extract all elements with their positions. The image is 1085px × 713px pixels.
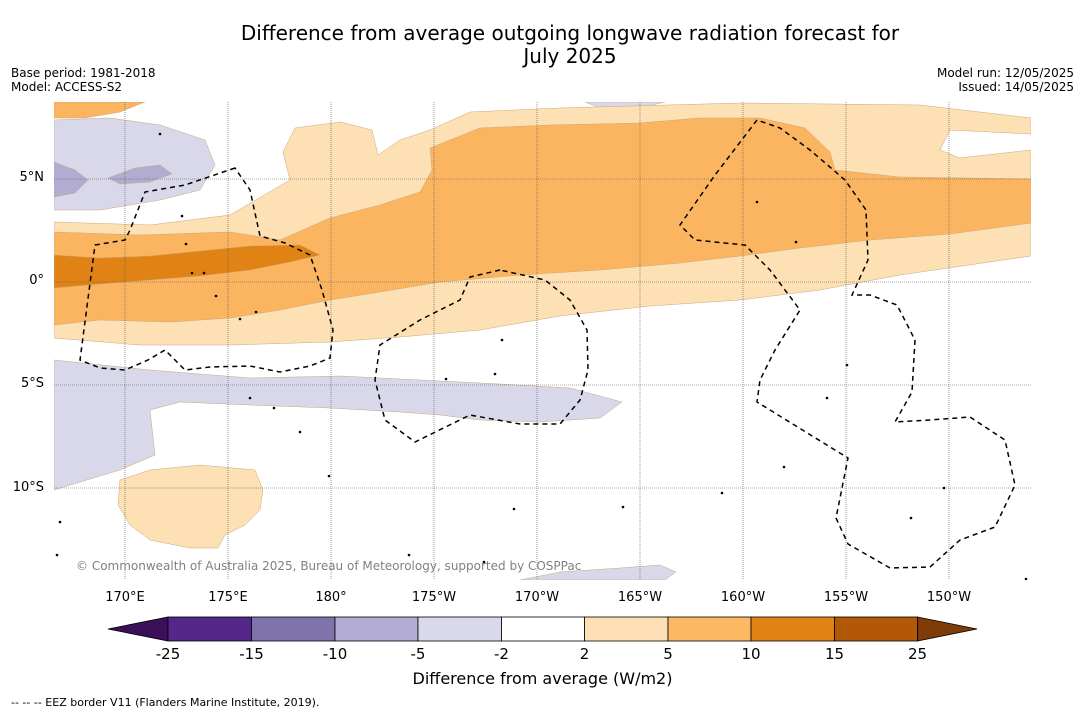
meta-left: Base period: 1981-2018 Model: ACCESS-S2	[11, 66, 156, 94]
colorbar-tick-label: -2	[494, 645, 509, 663]
colorbar-segment-4	[417, 616, 502, 642]
colorbar-tick-label: 10	[741, 645, 761, 663]
colorbar-segment-6	[584, 616, 669, 642]
lat-label-10s: 10°S	[12, 480, 44, 495]
lat-label-5n: 5°N	[19, 170, 45, 185]
colorbar-tick-label: 15	[824, 645, 845, 663]
anomaly-region-pos-corner	[54, 102, 146, 119]
lon-label-165w: 165°W	[617, 590, 663, 605]
grid-lines	[54, 102, 1031, 580]
anomaly-region-pos-blob	[117, 464, 264, 549]
anomaly-region-neg-medium-1	[54, 161, 89, 198]
eez-footnote: -- -- -- EEZ border V11 (Flanders Marine…	[11, 696, 320, 709]
anomaly-region-neg-south	[54, 359, 623, 491]
meta-right: Model run: 12/05/2025 Issued: 14/05/2025	[937, 66, 1074, 94]
copyright-notice: © Commonwealth of Australia 2025, Bureau…	[76, 559, 582, 573]
model-run: Model run: 12/05/2025	[936, 66, 1074, 80]
map-plot-area	[54, 102, 1031, 580]
colorbar-tick-label: 25	[907, 645, 928, 663]
title-line-2: July 2025	[523, 44, 617, 68]
lon-label-180: 180°	[315, 590, 347, 605]
issued-date: Issued: 14/05/2025	[958, 80, 1074, 94]
model-name: Model: ACCESS-S2	[11, 80, 123, 94]
lon-label-160w: 160°W	[720, 590, 766, 605]
anomaly-region-pos-strong	[54, 244, 321, 289]
islands	[55, 132, 1028, 580]
lat-label-5s: 5°S	[20, 376, 44, 391]
colorbar-segment-3	[334, 616, 419, 642]
colorbar-title: Difference from average (W/m2)	[412, 669, 673, 688]
lon-label-175e: 175°E	[208, 590, 248, 605]
colorbar-extend-min	[107, 616, 169, 642]
lat-label-0: 0°	[29, 273, 44, 288]
colorbar-segment-7	[667, 616, 752, 642]
anomaly-region-neg-bottom	[519, 564, 677, 580]
colorbar-tick-label: 5	[663, 645, 673, 663]
colorbar-tick-label: -10	[322, 645, 348, 663]
lon-label-155w: 155°W	[823, 590, 869, 605]
eez-borders	[79, 119, 1016, 569]
colorbar-segment-5	[501, 616, 585, 642]
anomaly-region-pos-medium	[54, 117, 1031, 326]
colorbar	[107, 616, 978, 642]
base-period: Base period: 1981-2018	[11, 66, 156, 80]
title-line-1: Difference from average outgoing longwav…	[240, 21, 900, 45]
lon-label-175w: 175°W	[411, 590, 457, 605]
colorbar-segment-8	[750, 616, 835, 642]
eez-border-kiribati-line	[679, 119, 1016, 569]
colorbar-segment-9	[834, 616, 918, 642]
colorbar-segment-2	[251, 616, 336, 642]
colorbar-tick-label: -25	[155, 645, 181, 663]
chart-title: Difference from average outgoing longwav…	[0, 22, 1085, 68]
colorbar-segment-1	[167, 616, 252, 642]
colorbar-extend-max	[917, 616, 978, 642]
lon-label-150w: 150°W	[926, 590, 972, 605]
eez-border-kiribati-gilbert	[79, 167, 334, 373]
eez-border-kiribati-phoenix	[374, 269, 589, 443]
colorbar-tick-label: -5	[410, 645, 426, 663]
colorbar-tick-label: -15	[239, 645, 264, 663]
lon-label-170w: 170°W	[514, 590, 560, 605]
colorbar-tick-label: 2	[579, 645, 590, 663]
lon-label-170e: 170°E	[105, 590, 145, 605]
